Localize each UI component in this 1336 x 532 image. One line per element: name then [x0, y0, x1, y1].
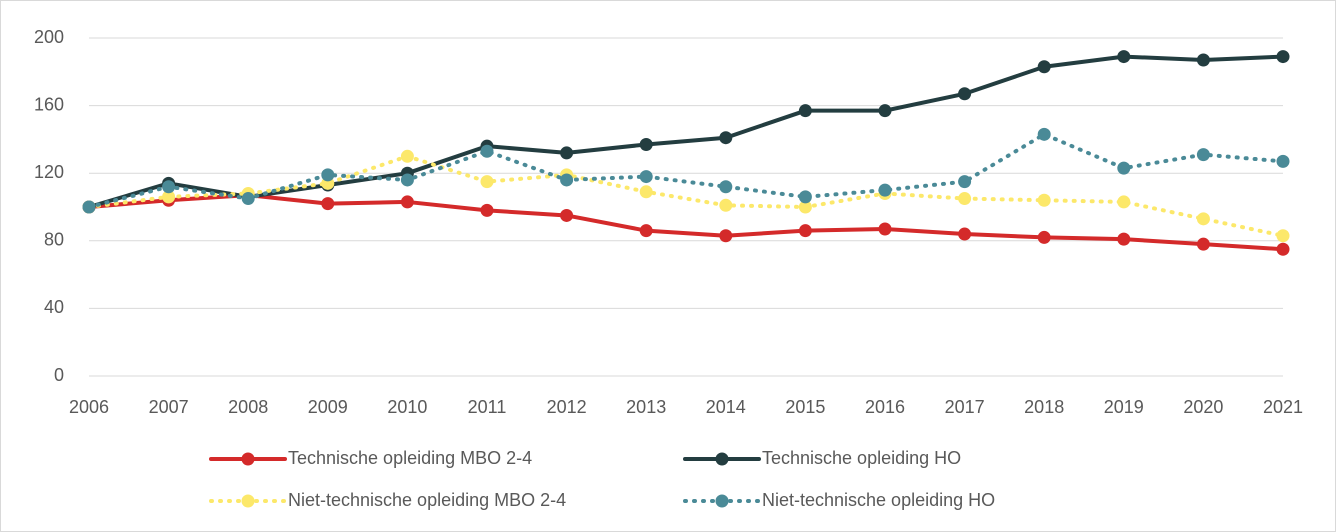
data-point [719, 229, 733, 243]
data-point [639, 224, 653, 238]
data-point [241, 192, 255, 206]
data-point [82, 200, 96, 214]
data-point [1196, 212, 1210, 226]
y-tick-label: 120 [34, 162, 64, 182]
data-point [798, 104, 812, 118]
series-line [87, 132, 1285, 209]
data-point [400, 149, 414, 163]
y-tick-label: 80 [44, 230, 64, 250]
data-point [639, 185, 653, 199]
data-point [400, 173, 414, 187]
data-point [878, 104, 892, 118]
data-point [1276, 154, 1290, 168]
x-tick-label: 2019 [1104, 397, 1144, 417]
data-point [1117, 50, 1131, 64]
y-tick-label: 160 [34, 94, 64, 114]
data-point [1117, 195, 1131, 209]
data-point [958, 87, 972, 101]
data-point [560, 208, 574, 222]
x-tick-label: 2014 [706, 397, 746, 417]
data-point [719, 180, 733, 194]
legend-label: Niet-technische opleiding MBO 2-4 [288, 490, 566, 510]
data-point [1196, 148, 1210, 162]
legend-swatch-marker [715, 452, 729, 466]
data-point [1117, 161, 1131, 175]
legend-label: Niet-technische opleiding HO [762, 490, 995, 510]
x-tick-label: 2006 [69, 397, 109, 417]
data-point [162, 190, 176, 204]
data-point [798, 190, 812, 204]
data-point [400, 195, 414, 209]
y-tick-label: 200 [34, 27, 64, 47]
y-tick-label: 40 [44, 297, 64, 317]
data-point [1276, 229, 1290, 243]
x-tick-label: 2010 [387, 397, 427, 417]
x-tick-label: 2018 [1024, 397, 1064, 417]
data-point [639, 170, 653, 184]
x-tick-label: 2016 [865, 397, 905, 417]
legend-label: Technische opleiding MBO 2-4 [288, 448, 532, 468]
series-line [87, 193, 1285, 252]
data-point [1196, 53, 1210, 67]
x-tick-label: 2011 [468, 397, 507, 417]
x-tick-label: 2020 [1183, 397, 1223, 417]
x-tick-label: 2015 [785, 397, 825, 417]
x-tick-label: 2017 [945, 397, 985, 417]
data-point [878, 183, 892, 197]
legend-label: Technische opleiding HO [762, 448, 961, 468]
data-point [480, 175, 494, 189]
data-point [1276, 242, 1290, 256]
data-point [1196, 237, 1210, 251]
data-point [798, 200, 812, 214]
data-point [321, 168, 335, 182]
data-point [1037, 230, 1051, 244]
data-point [1037, 60, 1051, 74]
data-point [719, 131, 733, 145]
x-tick-label: 2012 [547, 397, 587, 417]
y-tick-label: 0 [54, 365, 64, 385]
series-line [87, 54, 1285, 209]
legend-swatch-marker [241, 494, 255, 508]
x-tick-label: 2013 [626, 397, 666, 417]
data-point [480, 203, 494, 217]
x-tick-label: 2021 [1263, 397, 1303, 417]
data-point [162, 180, 176, 194]
data-point [798, 224, 812, 238]
data-point [321, 197, 335, 211]
data-point [878, 222, 892, 236]
data-point [560, 146, 574, 160]
data-point [958, 192, 972, 206]
data-point [1037, 193, 1051, 207]
data-point [958, 227, 972, 241]
data-point [560, 173, 574, 187]
legend-swatch-marker [715, 494, 729, 508]
data-point [958, 175, 972, 189]
data-point [639, 137, 653, 151]
x-tick-label: 2009 [308, 397, 348, 417]
data-point [719, 198, 733, 212]
data-point [1117, 232, 1131, 246]
data-point [480, 144, 494, 158]
data-point [1037, 127, 1051, 141]
series-line [87, 154, 1285, 238]
x-tick-label: 2007 [149, 397, 189, 417]
x-tick-label: 2008 [228, 397, 268, 417]
legend-swatch-marker [241, 452, 255, 466]
data-point [1276, 50, 1290, 64]
